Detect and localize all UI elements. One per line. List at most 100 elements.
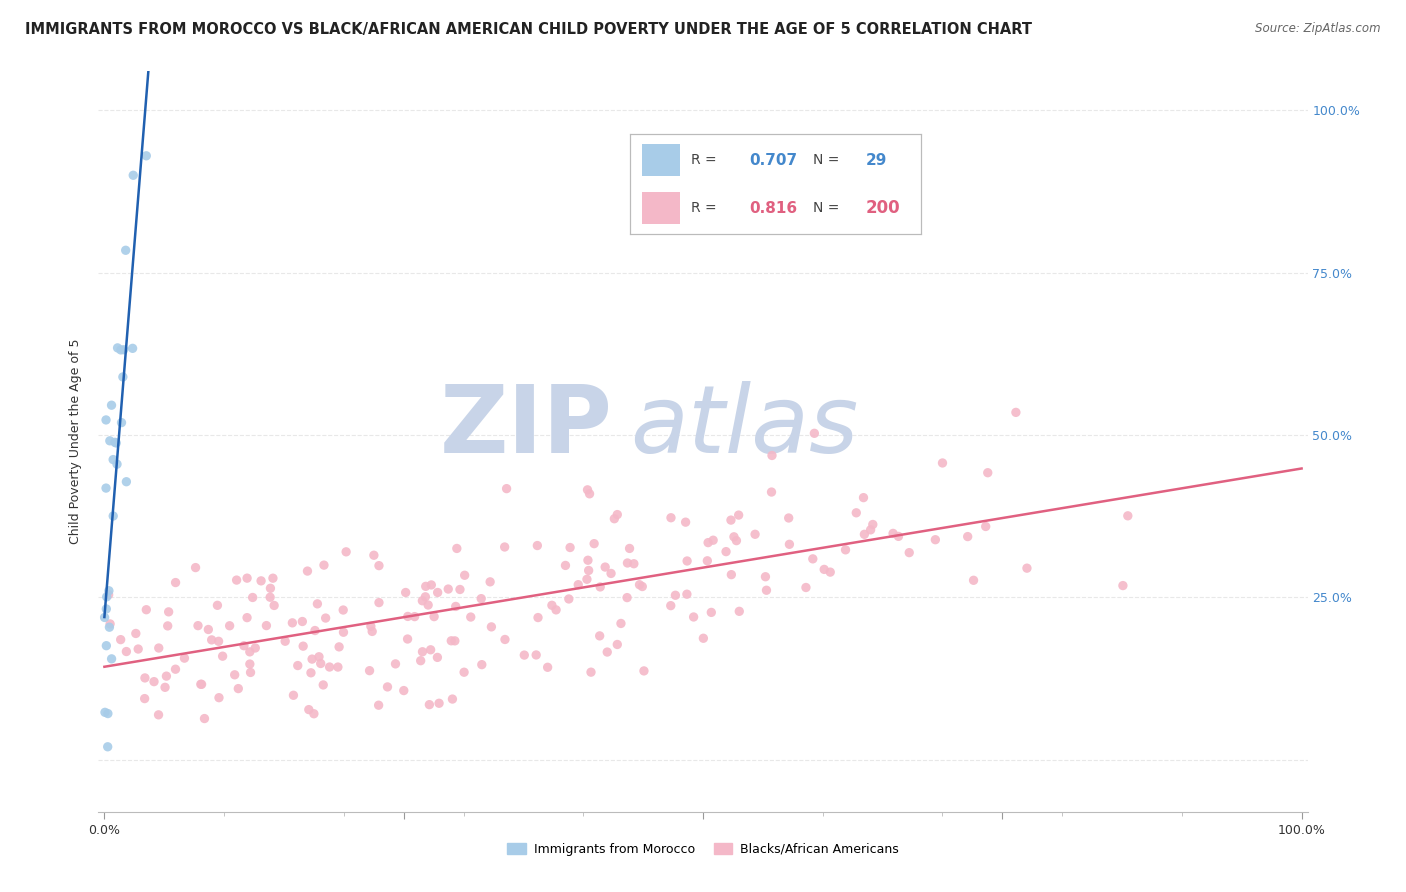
Point xyxy=(184,560,207,574)
Point xyxy=(239,657,262,671)
Point xyxy=(418,698,440,712)
Point xyxy=(692,632,714,646)
Point xyxy=(173,651,195,665)
Point xyxy=(610,616,633,631)
Point xyxy=(239,645,262,659)
Point xyxy=(720,513,742,527)
Point xyxy=(956,530,979,544)
Point xyxy=(755,583,778,598)
Point xyxy=(105,436,128,450)
Point xyxy=(415,590,437,604)
Point xyxy=(392,683,415,698)
Point xyxy=(104,435,127,450)
Point xyxy=(125,626,148,640)
Point xyxy=(801,552,824,566)
Point xyxy=(409,654,432,668)
Point xyxy=(1112,578,1135,592)
Point xyxy=(96,639,118,653)
Point xyxy=(675,515,697,529)
Point xyxy=(396,632,419,646)
Point xyxy=(420,578,443,592)
Point xyxy=(396,609,419,624)
Point xyxy=(426,650,449,665)
Point xyxy=(852,491,875,505)
Point xyxy=(115,644,138,658)
Point xyxy=(600,566,623,581)
Point xyxy=(94,413,117,427)
Point xyxy=(676,587,699,601)
Point xyxy=(332,625,354,640)
Point xyxy=(211,649,233,664)
Point xyxy=(554,558,576,573)
Point xyxy=(110,343,132,357)
Point xyxy=(453,568,475,582)
Point xyxy=(112,343,135,357)
Point xyxy=(583,536,606,550)
Point xyxy=(262,571,284,585)
Point xyxy=(558,541,581,555)
Point xyxy=(834,542,856,557)
Point xyxy=(853,527,876,541)
Point xyxy=(541,599,564,613)
Point xyxy=(606,508,628,522)
Point xyxy=(263,599,285,613)
Point xyxy=(536,660,558,674)
Point xyxy=(628,578,651,592)
Point xyxy=(201,632,224,647)
Point xyxy=(676,554,699,568)
Point xyxy=(110,416,132,430)
Point xyxy=(115,475,138,489)
Point xyxy=(754,570,776,584)
Point xyxy=(616,591,638,605)
Point xyxy=(411,645,433,659)
Point xyxy=(962,574,984,588)
Point xyxy=(813,562,835,576)
Point xyxy=(143,674,166,689)
Point xyxy=(114,244,136,258)
Point xyxy=(245,640,267,655)
Point xyxy=(479,574,502,589)
Point xyxy=(98,434,121,448)
Point xyxy=(558,591,581,606)
Point xyxy=(101,452,124,467)
Point xyxy=(226,681,249,696)
Point xyxy=(470,591,492,606)
Point xyxy=(236,610,259,624)
Point xyxy=(527,610,550,624)
Point xyxy=(100,398,122,412)
Point xyxy=(859,523,882,537)
Text: atlas: atlas xyxy=(630,381,859,472)
Point xyxy=(94,481,117,495)
Point xyxy=(845,506,868,520)
Point xyxy=(440,633,463,648)
Point xyxy=(714,544,737,558)
Point xyxy=(259,591,281,605)
Point xyxy=(361,624,384,639)
Point xyxy=(193,712,215,726)
Point xyxy=(301,652,323,666)
Point xyxy=(135,149,157,163)
Point xyxy=(190,677,212,691)
Point xyxy=(94,706,117,720)
Point xyxy=(725,533,748,548)
Point xyxy=(702,533,724,548)
Point xyxy=(110,632,132,647)
Point xyxy=(495,482,517,496)
Point xyxy=(524,648,547,662)
Point xyxy=(395,585,418,599)
Point xyxy=(359,664,381,678)
Point xyxy=(720,567,742,582)
Point xyxy=(165,662,187,676)
Point xyxy=(225,573,247,587)
Point xyxy=(631,580,654,594)
Point xyxy=(122,168,145,182)
Point xyxy=(419,642,441,657)
Point xyxy=(449,582,471,597)
Point xyxy=(224,668,246,682)
Point xyxy=(778,511,800,525)
Point xyxy=(567,577,589,591)
Point xyxy=(298,703,321,717)
Point xyxy=(761,485,783,500)
Point xyxy=(471,657,494,672)
Point xyxy=(307,597,329,611)
